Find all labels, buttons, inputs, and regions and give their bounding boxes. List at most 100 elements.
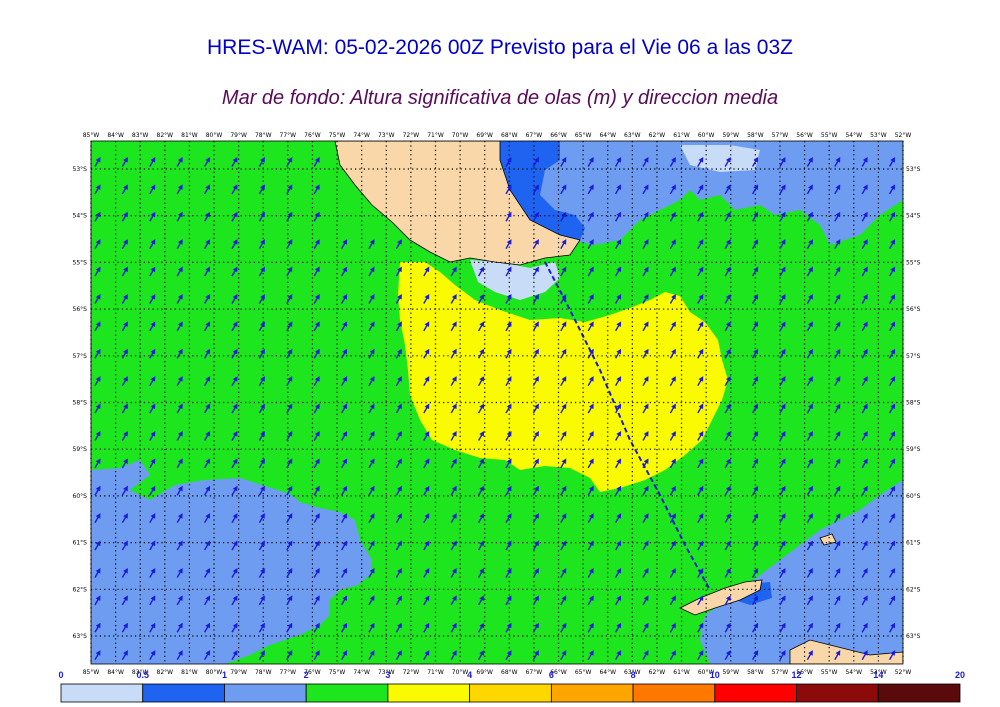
colorbar-tick-label: 14 bbox=[873, 670, 883, 680]
longitude-label: 66°W bbox=[550, 669, 567, 676]
wave-direction-arrow bbox=[368, 239, 375, 250]
wave-direction-arrow bbox=[203, 211, 211, 222]
wave-direction-arrow bbox=[286, 567, 293, 578]
longitude-label: 60°W bbox=[698, 132, 715, 139]
wave-direction-arrow bbox=[834, 239, 841, 250]
wave-direction-arrow bbox=[532, 376, 539, 387]
wave-direction-arrow bbox=[834, 485, 841, 496]
wave-direction-arrow bbox=[231, 513, 238, 524]
wave-direction-arrow bbox=[834, 376, 841, 387]
wave-direction-arrow bbox=[779, 266, 786, 277]
wave-direction-arrow bbox=[231, 458, 238, 469]
wave-direction-arrow bbox=[532, 485, 539, 496]
wave-direction-arrow bbox=[313, 293, 320, 304]
wave-direction-arrow bbox=[587, 156, 594, 167]
longitude-label: 68°W bbox=[501, 132, 518, 139]
longitude-label: 79°W bbox=[230, 132, 247, 139]
wave-direction-arrow bbox=[368, 403, 375, 414]
wave-direction-arrow bbox=[614, 211, 622, 222]
wave-direction-arrow bbox=[176, 211, 183, 222]
wave-direction-arrow bbox=[313, 622, 320, 633]
wave-direction-arrow bbox=[697, 567, 704, 578]
wave-direction-arrow bbox=[477, 540, 485, 551]
wave-direction-arrow bbox=[450, 513, 457, 524]
colorbar-segment bbox=[714, 683, 797, 703]
wave-direction-arrow bbox=[121, 595, 128, 606]
wave-direction-arrow bbox=[450, 540, 457, 551]
wave-direction-arrow bbox=[313, 266, 320, 277]
wave-direction-arrow bbox=[724, 622, 731, 633]
wave-direction-arrow bbox=[751, 622, 759, 633]
wave-direction-arrow bbox=[861, 156, 868, 167]
wave-direction-arrow bbox=[642, 622, 649, 633]
longitude-label: 53°W bbox=[870, 132, 887, 139]
longitude-label: 52°W bbox=[895, 132, 912, 139]
wave-direction-arrow bbox=[751, 567, 759, 578]
wave-direction-arrow bbox=[231, 184, 238, 195]
wave-direction-arrow bbox=[121, 184, 128, 195]
latitude-labels-left: 53°S 54°S 55°S 56°S 57°S 58°S 59°S 60°S 61°S 62°S… bbox=[73, 166, 88, 640]
wave-direction-arrow bbox=[560, 348, 567, 359]
wave-direction-arrow bbox=[286, 239, 293, 250]
wave-direction-arrow bbox=[587, 485, 594, 496]
wave-direction-arrow bbox=[395, 376, 402, 387]
wave-direction-arrow bbox=[176, 156, 183, 167]
wave-direction-arrow bbox=[642, 211, 649, 222]
colorbar-segment bbox=[305, 683, 389, 703]
wave-direction-arrow bbox=[176, 430, 183, 441]
longitude-label: 71°W bbox=[427, 669, 444, 676]
wave-direction-arrow bbox=[560, 239, 567, 250]
longitude-label: 65°W bbox=[575, 132, 592, 139]
wave-direction-arrow bbox=[587, 403, 594, 414]
wave-direction-arrow bbox=[423, 513, 430, 524]
wave-direction-arrow bbox=[724, 650, 731, 661]
wave-direction-arrow bbox=[450, 430, 457, 441]
wave-direction-arrow bbox=[121, 622, 128, 633]
wave-direction-arrow bbox=[779, 567, 786, 578]
colorbar-tick-label: 20 bbox=[955, 670, 965, 680]
longitude-label: 81°W bbox=[181, 669, 198, 676]
wave-direction-arrow bbox=[888, 239, 896, 250]
wave-direction-arrow bbox=[861, 595, 868, 606]
wave-direction-arrow bbox=[231, 567, 238, 578]
wave-direction-arrow bbox=[505, 266, 512, 277]
wave-direction-arrow bbox=[203, 266, 211, 277]
wave-direction-arrow bbox=[724, 595, 731, 606]
latitude-labels-right: 53°S 54°S 55°S 56°S 57°S 58°S 59°S 60°S 61°S 62°S… bbox=[906, 166, 921, 640]
wave-direction-arrow bbox=[560, 567, 567, 578]
wave-direction-arrow bbox=[340, 622, 348, 633]
wave-direction-arrow bbox=[560, 430, 567, 441]
latitude-label: 55°S bbox=[73, 259, 88, 266]
wave-direction-arrow bbox=[203, 403, 211, 414]
wave-direction-arrow bbox=[477, 622, 485, 633]
wave-direction-arrow bbox=[697, 650, 704, 661]
wave-direction-arrow bbox=[149, 567, 156, 578]
wave-direction-arrow bbox=[697, 211, 704, 222]
wave-direction-arrow bbox=[806, 293, 813, 304]
wave-direction-arrow bbox=[395, 293, 402, 304]
wave-direction-arrow bbox=[149, 184, 156, 195]
wave-direction-arrow bbox=[286, 184, 293, 195]
wave-direction-arrow bbox=[560, 458, 567, 469]
wave-direction-arrow bbox=[779, 156, 786, 167]
wave-direction-arrow bbox=[477, 485, 485, 496]
wave-direction-arrow bbox=[340, 348, 348, 359]
wave-direction-arrow bbox=[477, 266, 485, 277]
wave-direction-arrow bbox=[779, 485, 786, 496]
colorbar-tick-label: 6 bbox=[549, 670, 554, 680]
wave-direction-arrow bbox=[176, 513, 183, 524]
land-south-shetland bbox=[679, 579, 763, 616]
wave-direction-arrow bbox=[231, 376, 238, 387]
wave-direction-arrow bbox=[368, 430, 375, 441]
wave-direction-arrow bbox=[258, 650, 265, 661]
wave-direction-arrow bbox=[258, 184, 265, 195]
wave-direction-arrow bbox=[861, 239, 868, 250]
land-antarctic-peninsula bbox=[789, 639, 903, 664]
wave-direction-arrow bbox=[834, 348, 841, 359]
wave-direction-arrow bbox=[477, 595, 485, 606]
wave-direction-arrow bbox=[423, 348, 430, 359]
wave-direction-arrow bbox=[888, 650, 896, 661]
wave-direction-arrow bbox=[395, 348, 402, 359]
longitude-label: 68°W bbox=[501, 669, 518, 676]
wave-direction-arrow bbox=[258, 595, 265, 606]
